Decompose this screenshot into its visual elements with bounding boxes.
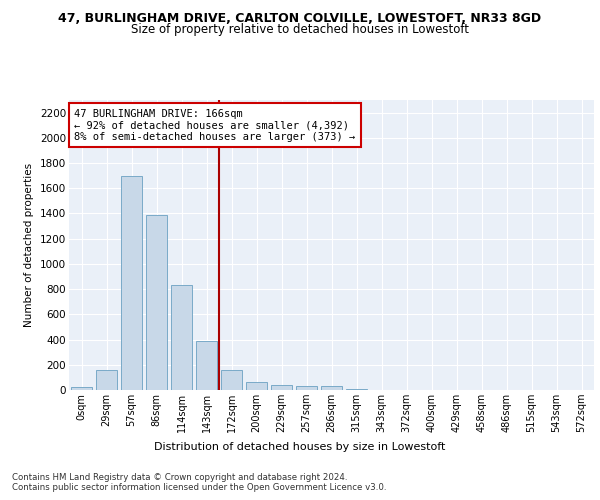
Text: 47, BURLINGHAM DRIVE, CARLTON COLVILLE, LOWESTOFT, NR33 8GD: 47, BURLINGHAM DRIVE, CARLTON COLVILLE, … <box>58 12 542 26</box>
Bar <box>96 370 117 390</box>
Text: Distribution of detached houses by size in Lowestoft: Distribution of detached houses by size … <box>154 442 446 452</box>
Bar <box>71 388 92 390</box>
Bar <box>196 341 217 390</box>
Text: 47 BURLINGHAM DRIVE: 166sqm
← 92% of detached houses are smaller (4,392)
8% of s: 47 BURLINGHAM DRIVE: 166sqm ← 92% of det… <box>74 108 355 142</box>
Bar <box>296 386 317 390</box>
Text: Size of property relative to detached houses in Lowestoft: Size of property relative to detached ho… <box>131 22 469 36</box>
Bar <box>321 386 342 390</box>
Bar <box>221 370 242 390</box>
Bar <box>246 382 267 390</box>
Bar <box>146 214 167 390</box>
Bar <box>171 284 192 390</box>
Bar <box>121 176 142 390</box>
Y-axis label: Number of detached properties: Number of detached properties <box>25 163 34 327</box>
Bar <box>271 385 292 390</box>
Text: Contains HM Land Registry data © Crown copyright and database right 2024.
Contai: Contains HM Land Registry data © Crown c… <box>12 472 386 492</box>
